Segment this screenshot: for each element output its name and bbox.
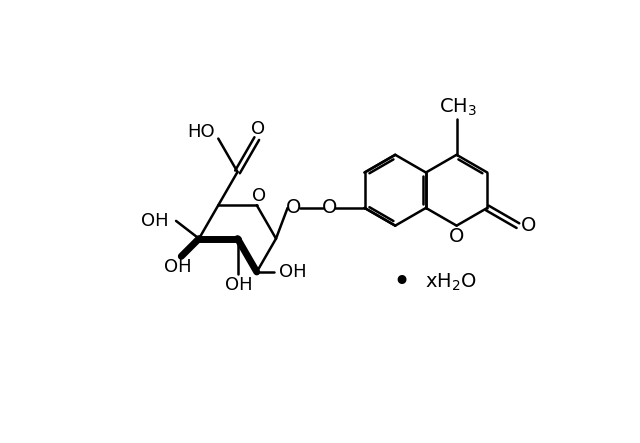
Text: CH$_3$: CH$_3$ xyxy=(439,97,477,118)
Text: O: O xyxy=(252,187,266,205)
Text: OH: OH xyxy=(225,276,253,294)
Text: xH$_2$O: xH$_2$O xyxy=(425,272,477,293)
Text: OH: OH xyxy=(278,263,306,281)
Text: •: • xyxy=(392,268,410,297)
Text: O: O xyxy=(321,198,337,218)
Text: OH: OH xyxy=(141,212,168,230)
Text: O: O xyxy=(521,216,536,235)
Text: O: O xyxy=(252,120,266,138)
Text: OH: OH xyxy=(164,258,192,276)
Text: O: O xyxy=(286,198,301,218)
Text: O: O xyxy=(449,227,464,246)
Text: HO: HO xyxy=(188,124,215,141)
